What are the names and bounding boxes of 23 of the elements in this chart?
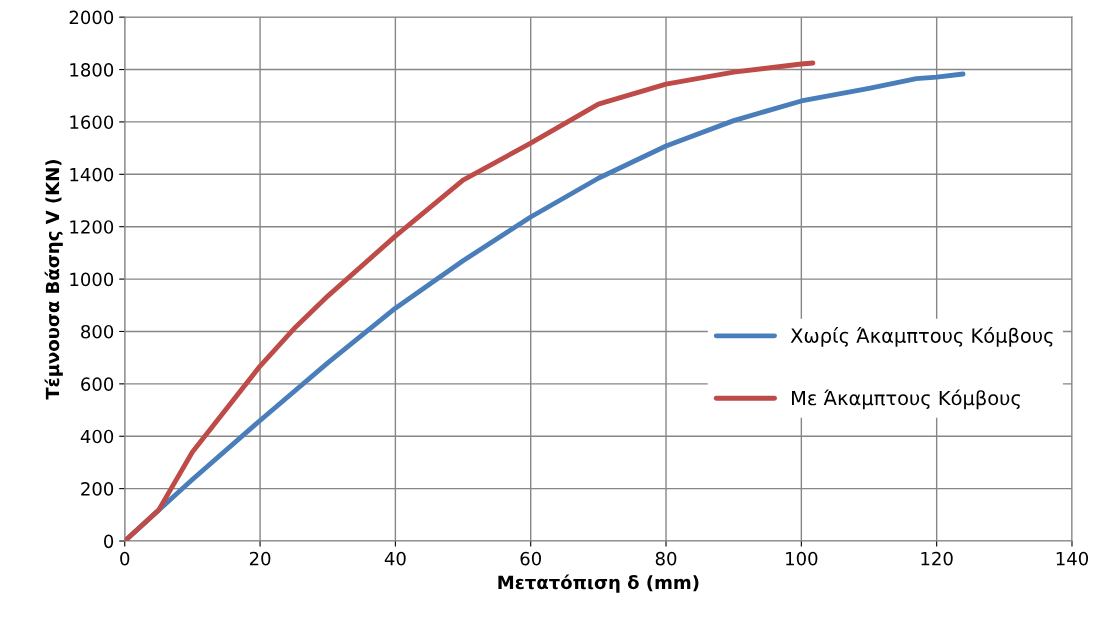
legend-label: Με Άκαμπτους Κόμβους [792, 389, 1020, 410]
legend-label: Χωρίς Άκαμπτους Κόμβους [790, 327, 1053, 347]
x-axis-title: Μετατόπιση δ (mm) [498, 574, 699, 593]
x-tick-label: 120 [921, 551, 953, 566]
x-tick-label: 80 [655, 551, 677, 566]
y-tick-label: 600 [81, 377, 114, 391]
y-tick-label: 1600 [70, 115, 114, 130]
y-tick-label: 1400 [70, 167, 114, 182]
y-tick-label: 0 [104, 534, 114, 549]
y-tick-label: 1000 [70, 272, 114, 287]
y-tick-label: 1800 [70, 62, 114, 77]
x-tick-label: 20 [249, 551, 271, 566]
x-tick-label: 0 [120, 551, 130, 566]
x-tick-label: 140 [1056, 551, 1089, 566]
y-tick-label: 200 [81, 482, 114, 496]
y-tick-label: 1200 [70, 220, 114, 234]
x-tick-label: 60 [520, 551, 541, 566]
x-tick-label: 100 [786, 551, 818, 566]
y-tick-label: 400 [80, 429, 114, 444]
y-tick-label: 2000 [69, 10, 114, 25]
x-tick-label: 40 [384, 551, 406, 566]
y-tick-label: 800 [81, 324, 114, 339]
y-axis-title: Τέμνουσα Βάσης V (KN) [44, 160, 63, 400]
